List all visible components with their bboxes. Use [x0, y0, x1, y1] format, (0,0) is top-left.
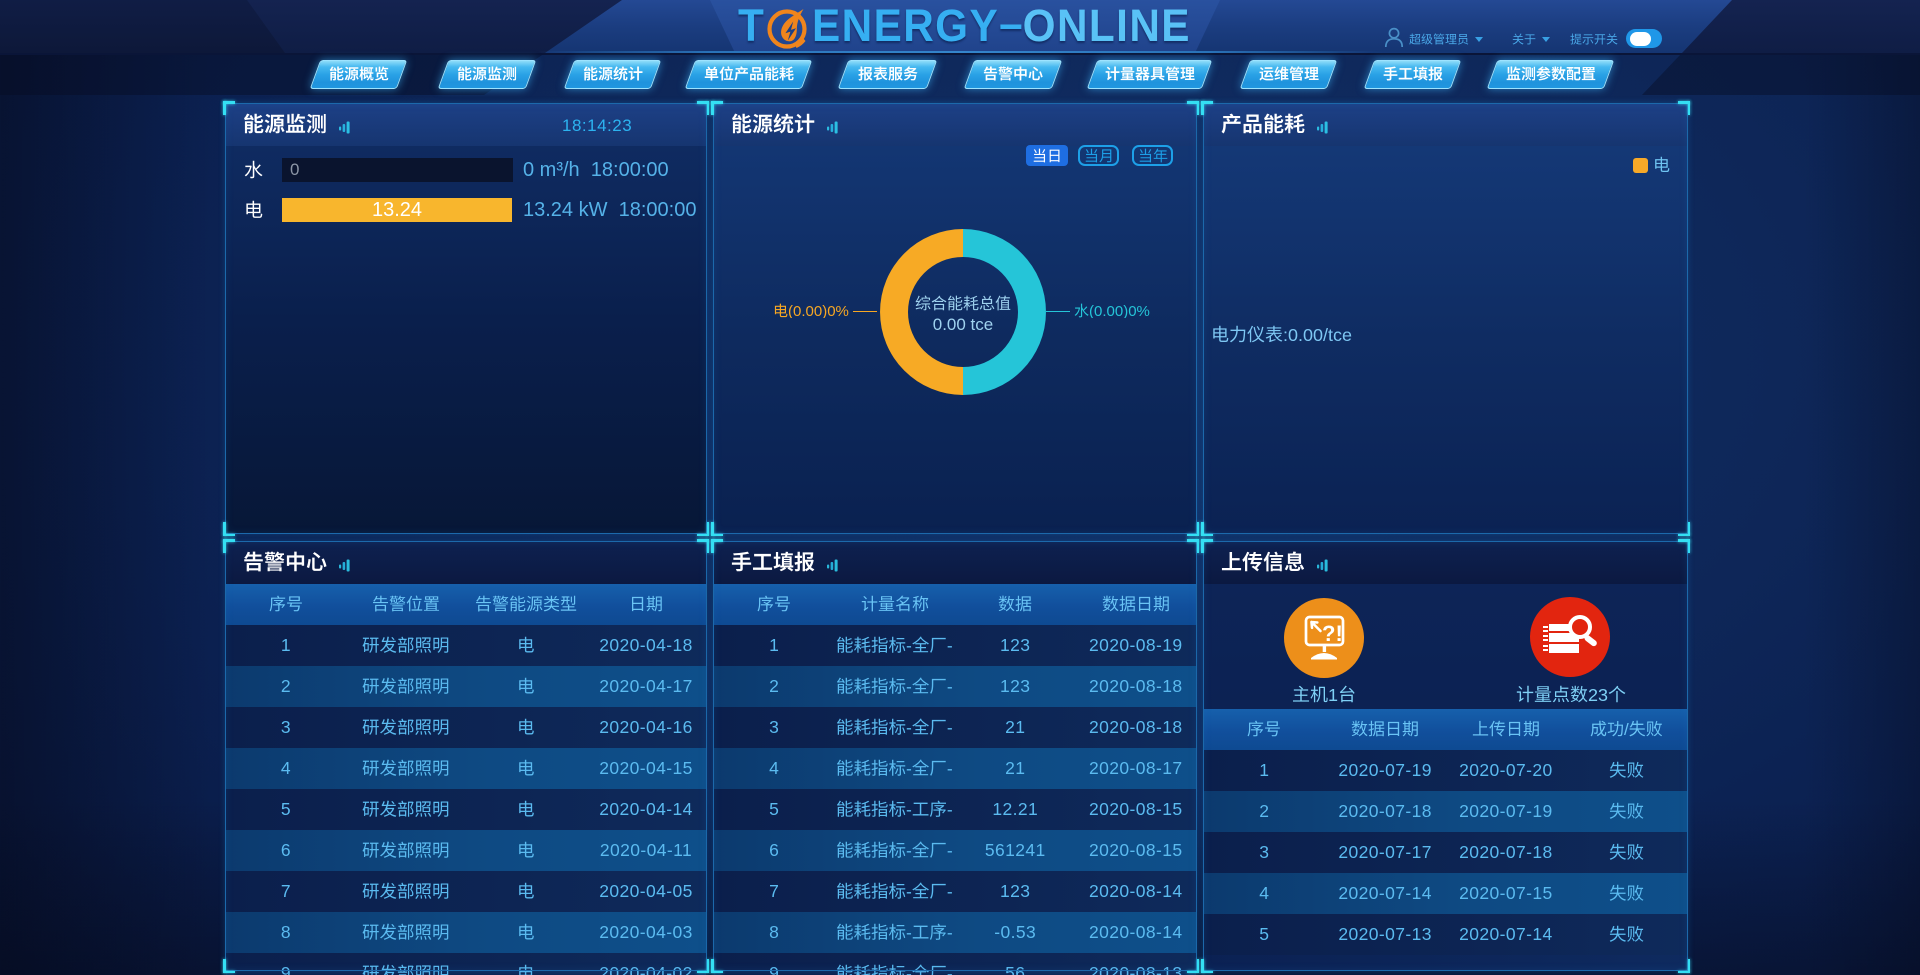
svg-text:(0.00)0%: (0.00)0% — [788, 303, 849, 318]
svg-text:-: - — [947, 677, 953, 695]
svg-text:-: - — [906, 841, 912, 859]
svg-text:(0.00)0%: (0.00)0% — [1089, 303, 1150, 318]
svg-text:-: - — [906, 882, 912, 900]
svg-text:-: - — [947, 800, 953, 818]
svg-text:/: / — [1624, 720, 1629, 737]
svg-text:1: 1 — [1328, 685, 1338, 703]
svg-text:-: - — [906, 759, 912, 777]
svg-text:-: - — [947, 759, 953, 777]
svg-text:-: - — [947, 882, 953, 900]
svg-text:-: - — [906, 677, 912, 695]
svg-text:-: - — [947, 636, 953, 654]
svg-text:-: - — [906, 800, 912, 818]
svg-text:-: - — [906, 964, 912, 975]
svg-text:23: 23 — [1588, 685, 1608, 703]
svg-text:-: - — [947, 923, 953, 941]
svg-text:-: - — [906, 923, 912, 941]
svg-text:-: - — [906, 718, 912, 736]
svg-text:?!: ?! — [1322, 621, 1343, 646]
svg-text::0.00/tce: :0.00/tce — [1283, 325, 1352, 343]
svg-text:-: - — [906, 636, 912, 654]
svg-text:-: - — [947, 841, 953, 859]
svg-text:-: - — [947, 964, 953, 975]
svg-text:-: - — [947, 718, 953, 736]
